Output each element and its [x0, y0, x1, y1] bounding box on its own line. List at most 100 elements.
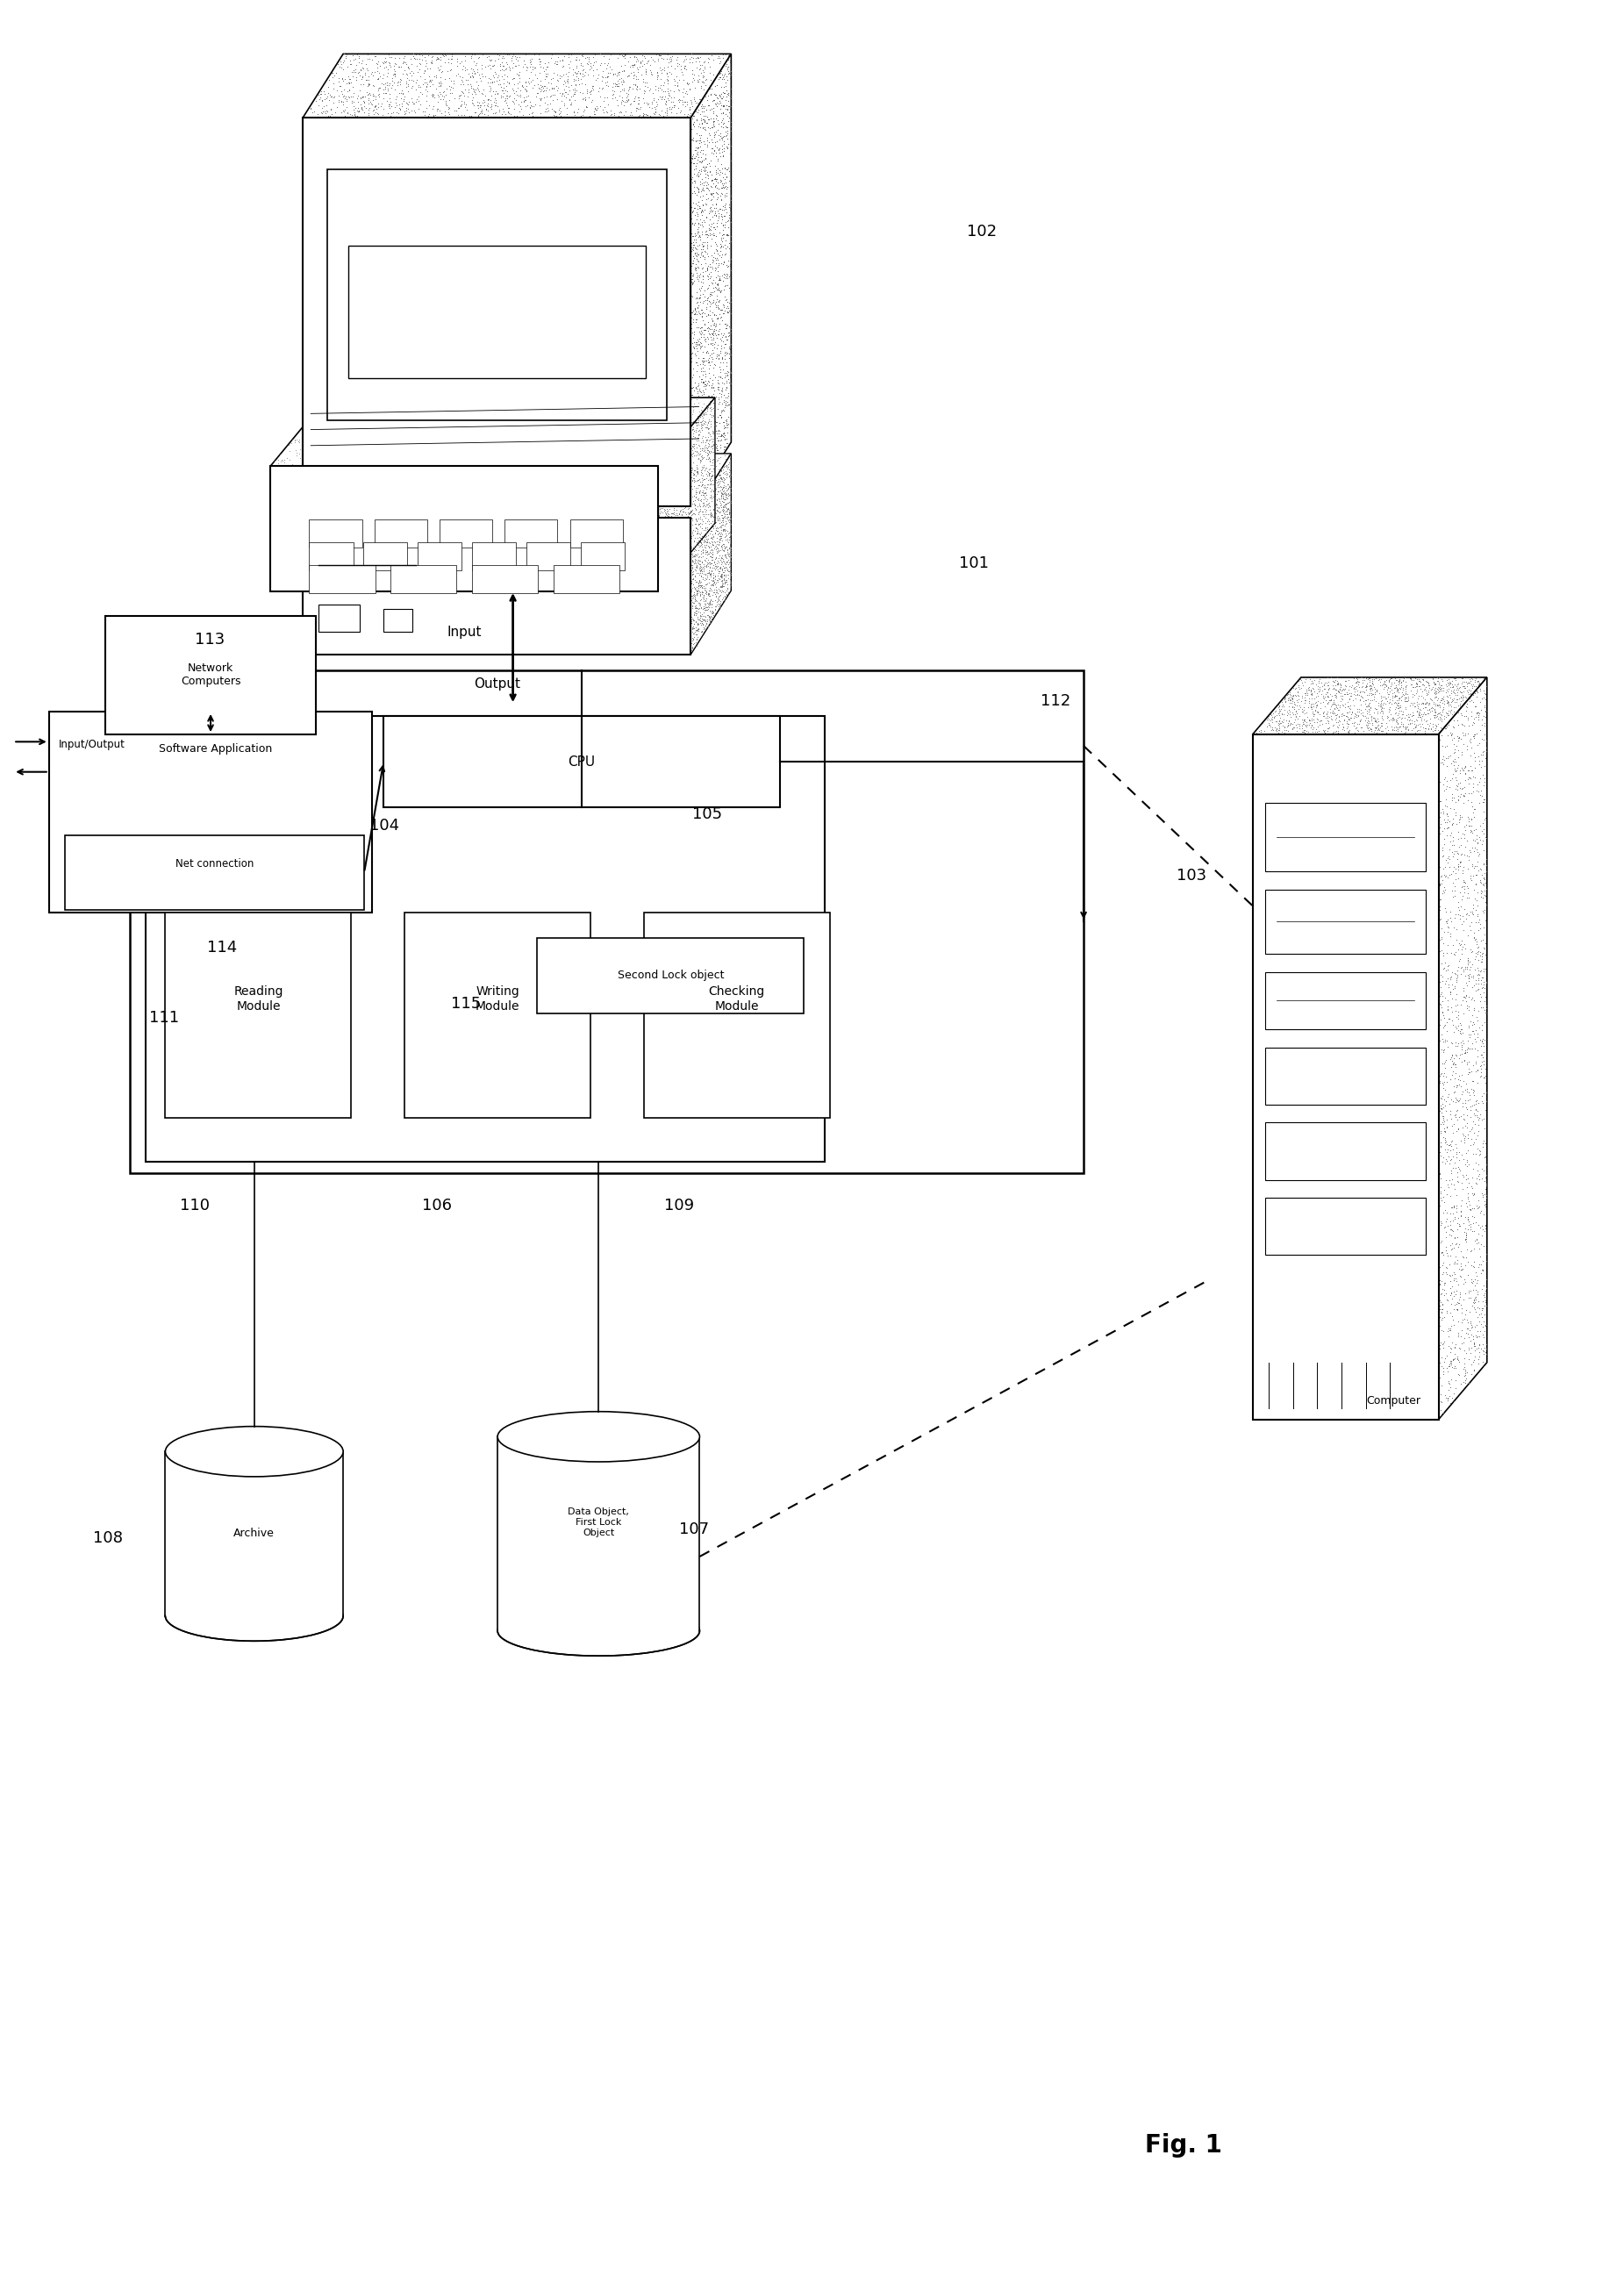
Point — [1328, 857, 1354, 893]
Point — [620, 57, 646, 94]
Point — [492, 298, 518, 334]
Point — [1351, 1141, 1377, 1178]
Point — [395, 456, 421, 493]
Point — [515, 586, 541, 623]
Point — [1315, 683, 1341, 719]
Point — [646, 160, 672, 197]
Point — [1442, 731, 1468, 767]
Point — [710, 582, 736, 619]
Point — [1408, 1152, 1434, 1189]
Point — [521, 422, 547, 458]
Point — [390, 584, 416, 621]
Point — [1470, 733, 1496, 770]
Point — [609, 467, 635, 504]
Point — [1463, 699, 1489, 735]
Point — [617, 394, 643, 431]
Point — [356, 89, 382, 126]
Point — [291, 399, 317, 435]
Point — [651, 495, 677, 532]
Point — [1455, 1175, 1481, 1212]
Point — [1351, 1127, 1377, 1164]
Point — [1270, 875, 1296, 912]
Point — [1449, 1249, 1475, 1285]
Point — [351, 183, 377, 220]
Point — [659, 431, 685, 467]
Point — [286, 424, 312, 460]
Point — [1423, 664, 1449, 701]
Point — [702, 596, 728, 632]
Point — [412, 490, 438, 527]
Point — [1250, 735, 1276, 772]
Point — [1304, 1033, 1330, 1070]
Point — [438, 486, 464, 522]
Point — [690, 101, 716, 137]
Point — [438, 234, 464, 270]
Point — [502, 472, 528, 509]
Point — [1382, 660, 1408, 696]
Point — [406, 389, 432, 426]
Point — [547, 440, 573, 477]
Point — [611, 328, 637, 364]
Point — [1429, 662, 1455, 699]
Point — [676, 463, 702, 499]
Point — [283, 433, 309, 470]
Point — [682, 415, 708, 451]
Point — [395, 158, 421, 195]
Point — [1452, 1102, 1478, 1139]
Point — [1405, 999, 1431, 1036]
Point — [598, 412, 624, 449]
Point — [1263, 816, 1289, 852]
Point — [463, 442, 489, 479]
Point — [689, 160, 715, 197]
Point — [1312, 703, 1338, 740]
Point — [516, 449, 542, 486]
Point — [1259, 772, 1285, 809]
Point — [1291, 1068, 1317, 1104]
Point — [682, 133, 708, 170]
Point — [339, 474, 365, 511]
Point — [713, 282, 739, 318]
Point — [525, 527, 551, 564]
Point — [669, 474, 695, 511]
Point — [326, 174, 352, 211]
Point — [661, 426, 687, 463]
Point — [697, 364, 723, 401]
Point — [430, 428, 456, 465]
Point — [572, 380, 598, 417]
Point — [1348, 694, 1374, 731]
Point — [1338, 882, 1364, 919]
Point — [1398, 660, 1424, 696]
Point — [367, 48, 393, 85]
Point — [598, 96, 624, 133]
Point — [617, 406, 643, 442]
Point — [677, 477, 703, 513]
Point — [1324, 1061, 1350, 1097]
Point — [679, 518, 705, 554]
Point — [682, 82, 708, 119]
Point — [1450, 678, 1476, 715]
Point — [698, 520, 724, 557]
Point — [599, 460, 625, 497]
Point — [1301, 953, 1327, 990]
Point — [313, 408, 339, 444]
Point — [697, 202, 723, 238]
Point — [330, 440, 356, 477]
Point — [1445, 1304, 1471, 1340]
Point — [693, 486, 719, 522]
Point — [685, 463, 711, 499]
Point — [705, 442, 731, 479]
Point — [322, 635, 348, 671]
Point — [715, 490, 741, 527]
Point — [375, 463, 401, 499]
Point — [1319, 816, 1345, 852]
Point — [1426, 713, 1452, 749]
Point — [713, 309, 739, 346]
Point — [377, 190, 403, 227]
Point — [518, 53, 544, 89]
Point — [523, 497, 549, 534]
Point — [708, 181, 734, 218]
Point — [390, 291, 416, 328]
Point — [1377, 696, 1403, 733]
Point — [1431, 827, 1457, 864]
Point — [1317, 809, 1343, 845]
